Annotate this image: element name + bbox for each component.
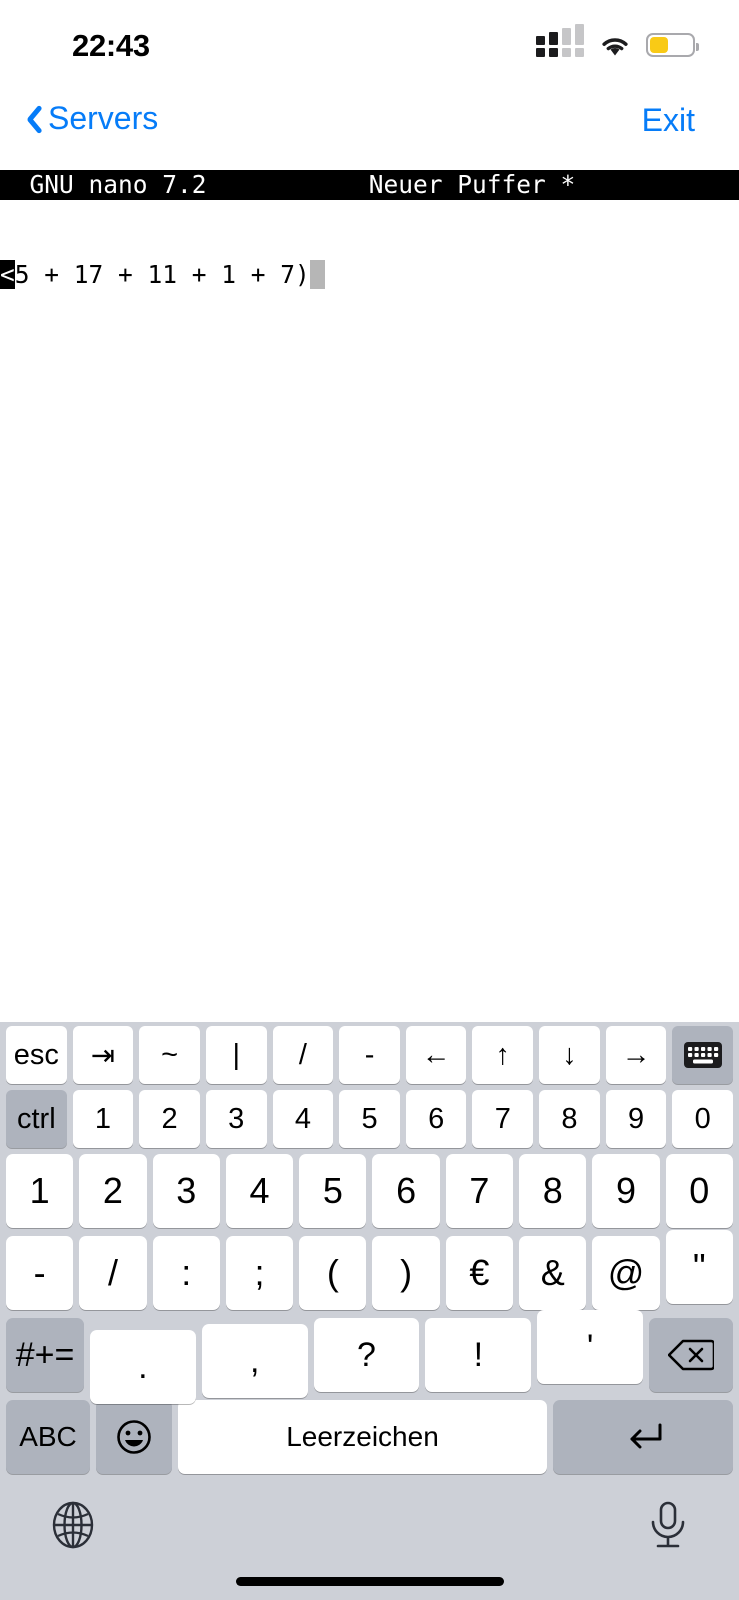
dictation-button[interactable] (645, 1500, 691, 1552)
key-emoji[interactable] (96, 1400, 172, 1474)
key-3[interactable]: 3 (152, 1154, 220, 1228)
status-indicators (536, 24, 699, 57)
key-tab[interactable]: ⇥ (72, 1026, 134, 1084)
key-paren-open[interactable]: ( (299, 1236, 367, 1310)
nano-text-area[interactable]: <5 + 17 + 11 + 1 + 7) (0, 200, 739, 960)
nano-line-text: 5 + 17 + 11 + 1 + 7) (14, 260, 310, 289)
status-bar: 22:43 (0, 0, 739, 92)
exit-button[interactable]: Exit (641, 102, 695, 138)
key-acc-3[interactable]: 3 (205, 1090, 267, 1148)
key-paren-close[interactable]: ) (372, 1236, 440, 1310)
key-tilde[interactable]: ~ (139, 1026, 200, 1084)
key-acc-0[interactable]: 0 (672, 1090, 734, 1148)
key-8[interactable]: 8 (519, 1154, 587, 1228)
globe-icon (48, 1500, 98, 1550)
key-acc-6[interactable]: 6 (405, 1090, 467, 1148)
back-button-label: Servers (48, 100, 159, 136)
key-acc-4[interactable]: 4 (272, 1090, 334, 1148)
globe-button[interactable] (48, 1500, 98, 1550)
key-at[interactable]: @ (592, 1236, 660, 1310)
key-minus[interactable]: - (6, 1236, 74, 1310)
key-arrow-up[interactable]: ↑ (472, 1026, 534, 1084)
key-acc-1[interactable]: 1 (72, 1090, 134, 1148)
back-button[interactable]: Servers (18, 100, 158, 137)
key-comma[interactable]: , (201, 1324, 308, 1398)
backspace-icon (667, 1338, 714, 1372)
return-icon (622, 1420, 664, 1454)
chevron-left-icon (18, 102, 38, 136)
keyboard-symbol-row: - / : ; ( ) € & @ " (0, 1230, 739, 1310)
key-abc[interactable]: ABC (6, 1400, 90, 1474)
key-pipe[interactable]: | (205, 1026, 267, 1084)
emoji-smiley-icon (116, 1419, 152, 1455)
key-semicolon[interactable]: ; (225, 1236, 294, 1310)
keyboard-accessory-row-2: ctrl 1 2 3 4 5 6 7 8 9 0 (0, 1090, 739, 1148)
key-acc-7[interactable]: 7 (472, 1090, 534, 1148)
wifi-icon (600, 34, 630, 57)
terminal-view[interactable]: GNU nano 7.2 Neuer Puffer * <5 + 17 + 11… (0, 170, 739, 960)
key-question[interactable]: ? (313, 1318, 420, 1392)
key-acc-9[interactable]: 9 (605, 1090, 667, 1148)
key-arrow-down[interactable]: ↓ (539, 1026, 600, 1084)
key-2[interactable]: 2 (79, 1154, 147, 1228)
key-period[interactable]: . (90, 1330, 196, 1404)
keyboard-bottom-bar (0, 1482, 739, 1600)
navigation-bar: Servers Exit (0, 92, 739, 170)
key-4[interactable]: 4 (225, 1154, 294, 1228)
key-symbol-shift[interactable]: #+= (6, 1318, 84, 1392)
key-ampersand[interactable]: & (519, 1236, 587, 1310)
keyboard-dismiss-icon (683, 1042, 722, 1068)
nano-help-bar: ^G Hilfe ^O Speichern ^W Wo ist ^K Aussc… (0, 960, 739, 1022)
cellular-signal-icon (536, 24, 584, 57)
microphone-icon (645, 1500, 691, 1552)
key-acc-2[interactable]: 2 (139, 1090, 200, 1148)
key-5[interactable]: 5 (299, 1154, 367, 1228)
key-apostrophe[interactable]: ' (537, 1310, 643, 1384)
nano-line-1: <5 + 17 + 11 + 1 + 7) (0, 260, 739, 290)
key-quote[interactable]: " (665, 1230, 733, 1304)
key-arrow-left[interactable]: ← (405, 1026, 467, 1084)
battery-icon (646, 33, 699, 57)
key-esc[interactable]: esc (6, 1026, 67, 1084)
key-acc-8[interactable]: 8 (539, 1090, 600, 1148)
key-exclamation[interactable]: ! (425, 1318, 532, 1392)
key-arrow-right[interactable]: → (605, 1026, 667, 1084)
key-euro[interactable]: € (445, 1236, 514, 1310)
key-backspace[interactable] (648, 1318, 733, 1392)
key-ctrl[interactable]: ctrl (6, 1090, 67, 1148)
line-continuation-marker: < (0, 260, 15, 289)
keyboard-third-row: #+= . , ? ! ' (0, 1310, 739, 1404)
text-cursor (309, 260, 325, 289)
key-7[interactable]: 7 (445, 1154, 514, 1228)
key-colon[interactable]: : (152, 1236, 220, 1310)
home-indicator (235, 1577, 504, 1586)
key-9[interactable]: 9 (592, 1154, 660, 1228)
key-return[interactable] (553, 1400, 733, 1474)
key-space[interactable]: Leerzeichen (178, 1400, 547, 1474)
status-time: 22:43 (72, 28, 150, 63)
keyboard-accessory-row-1: esc ⇥ ~ | / - ← ↑ ↓ → (0, 1026, 739, 1084)
key-slash[interactable]: / (272, 1026, 334, 1084)
nano-title-bar: GNU nano 7.2 Neuer Puffer * (0, 170, 739, 200)
key-acc-5[interactable]: 5 (339, 1090, 400, 1148)
keyboard-bottom-row: ABC Leerzeichen (0, 1400, 739, 1474)
key-6[interactable]: 6 (372, 1154, 440, 1228)
keyboard-number-row: 1 2 3 4 5 6 7 8 9 0 (0, 1154, 739, 1228)
keyboard-dismiss-button[interactable] (672, 1026, 734, 1084)
key-1[interactable]: 1 (6, 1154, 74, 1228)
key-0[interactable]: 0 (665, 1154, 733, 1228)
software-keyboard: esc ⇥ ~ | / - ← ↑ ↓ → (0, 1022, 739, 1600)
key-slash-2[interactable]: / (79, 1236, 147, 1310)
key-hyphen[interactable]: - (339, 1026, 400, 1084)
